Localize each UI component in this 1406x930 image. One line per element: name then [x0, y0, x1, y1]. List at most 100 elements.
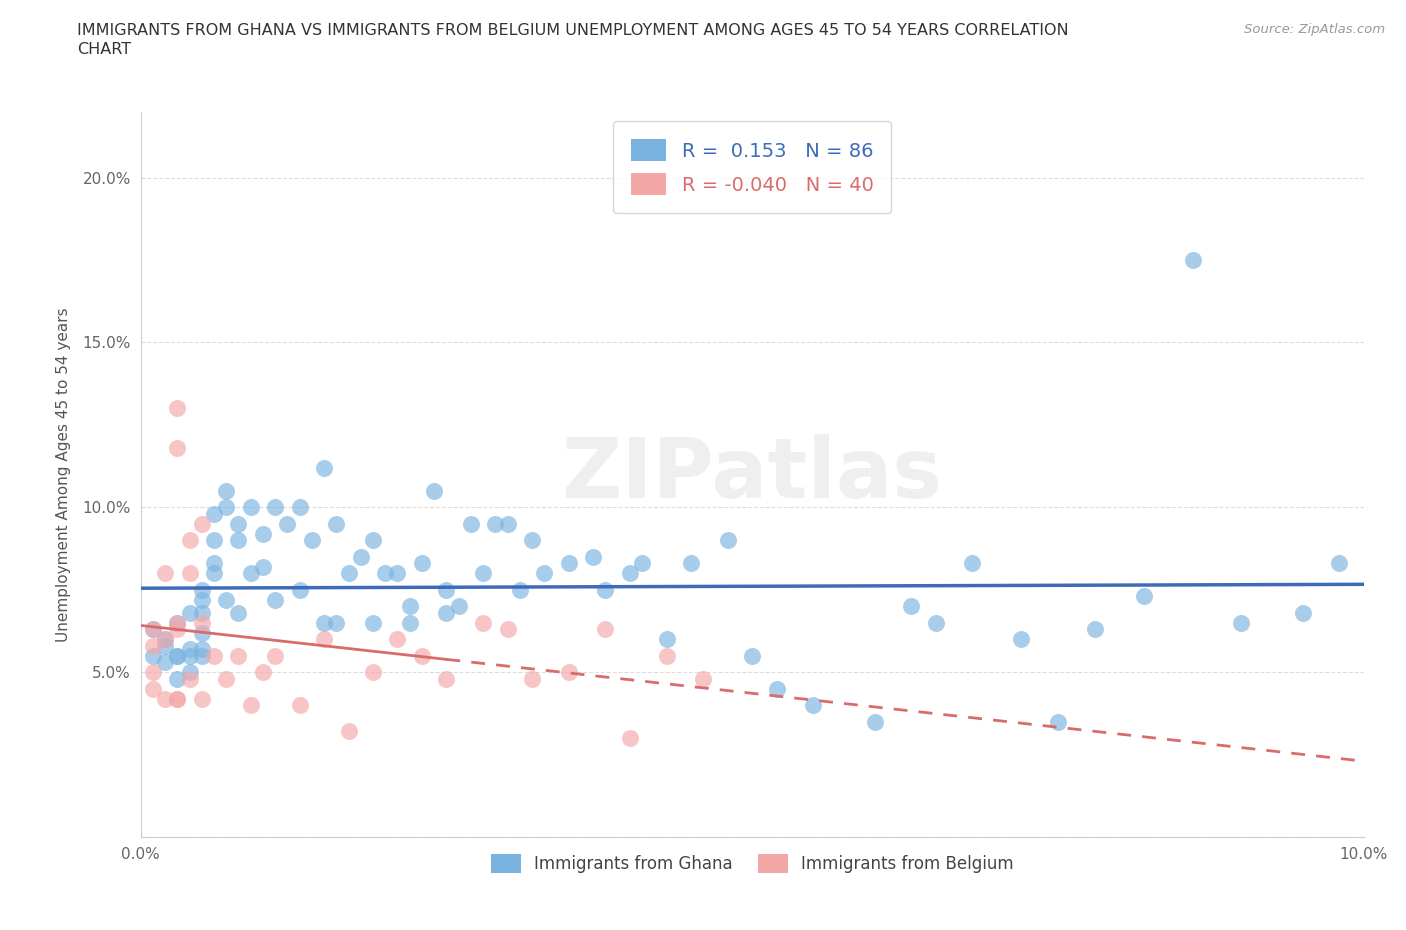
- Text: Source: ZipAtlas.com: Source: ZipAtlas.com: [1244, 23, 1385, 36]
- Point: [166, 691, 188, 706]
- Point: [1291, 605, 1313, 620]
- Point: [191, 625, 214, 640]
- Point: [179, 605, 201, 620]
- Point: [863, 714, 886, 729]
- Point: [215, 671, 238, 686]
- Point: [520, 671, 543, 686]
- Point: [350, 550, 373, 565]
- Point: [472, 616, 495, 631]
- Point: [436, 605, 458, 620]
- Point: [153, 691, 176, 706]
- Point: [398, 616, 420, 631]
- Point: [619, 731, 641, 746]
- Point: [142, 648, 165, 663]
- Point: [361, 533, 384, 548]
- Point: [252, 526, 274, 541]
- Point: [692, 671, 714, 686]
- Text: ZIPatlas: ZIPatlas: [562, 433, 942, 515]
- Point: [166, 616, 188, 631]
- Point: [619, 565, 641, 580]
- Point: [361, 665, 384, 680]
- Point: [411, 556, 433, 571]
- Point: [582, 550, 605, 565]
- Point: [558, 665, 581, 680]
- Point: [337, 565, 360, 580]
- Point: [179, 642, 201, 657]
- Point: [179, 565, 201, 580]
- Point: [264, 592, 287, 607]
- Point: [301, 533, 323, 548]
- Point: [228, 516, 250, 531]
- Point: [239, 565, 262, 580]
- Y-axis label: Unemployment Among Ages 45 to 54 years: Unemployment Among Ages 45 to 54 years: [56, 307, 72, 642]
- Point: [142, 665, 165, 680]
- Point: [228, 533, 250, 548]
- Point: [179, 671, 201, 686]
- Point: [191, 648, 214, 663]
- Point: [264, 499, 287, 514]
- Point: [215, 592, 238, 607]
- Point: [460, 516, 482, 531]
- Legend: Immigrants from Ghana, Immigrants from Belgium: Immigrants from Ghana, Immigrants from B…: [484, 847, 1021, 880]
- Point: [803, 698, 825, 712]
- Point: [228, 605, 250, 620]
- Point: [252, 665, 274, 680]
- Point: [1132, 589, 1154, 604]
- Point: [374, 565, 396, 580]
- Text: CHART: CHART: [77, 42, 131, 57]
- Point: [166, 671, 188, 686]
- Point: [925, 616, 948, 631]
- Point: [520, 533, 543, 548]
- Point: [166, 401, 188, 416]
- Point: [215, 484, 238, 498]
- Point: [484, 516, 506, 531]
- Point: [166, 622, 188, 637]
- Point: [288, 499, 311, 514]
- Point: [191, 516, 214, 531]
- Point: [179, 648, 201, 663]
- Point: [337, 724, 360, 739]
- Point: [142, 622, 165, 637]
- Point: [276, 516, 298, 531]
- Point: [398, 599, 420, 614]
- Point: [900, 599, 922, 614]
- Point: [1230, 616, 1253, 631]
- Point: [166, 691, 188, 706]
- Point: [436, 582, 458, 597]
- Point: [509, 582, 531, 597]
- Point: [436, 671, 458, 686]
- Point: [387, 565, 409, 580]
- Point: [1046, 714, 1070, 729]
- Point: [239, 698, 262, 712]
- Point: [191, 582, 214, 597]
- Point: [202, 648, 225, 663]
- Point: [361, 616, 384, 631]
- Point: [153, 631, 176, 646]
- Point: [166, 616, 188, 631]
- Point: [166, 648, 188, 663]
- Point: [423, 484, 446, 498]
- Point: [681, 556, 703, 571]
- Point: [191, 616, 214, 631]
- Point: [228, 648, 250, 663]
- Point: [533, 565, 555, 580]
- Point: [153, 655, 176, 670]
- Point: [496, 516, 519, 531]
- Point: [191, 642, 214, 657]
- Point: [312, 631, 335, 646]
- Point: [153, 638, 176, 653]
- Point: [288, 698, 311, 712]
- Point: [191, 691, 214, 706]
- Point: [142, 638, 165, 653]
- Point: [1181, 253, 1204, 268]
- Point: [765, 681, 787, 696]
- Point: [1084, 622, 1107, 637]
- Point: [252, 559, 274, 574]
- Point: [717, 533, 740, 548]
- Point: [202, 556, 225, 571]
- Point: [325, 516, 347, 531]
- Point: [472, 565, 495, 580]
- Point: [631, 556, 654, 571]
- Point: [142, 681, 165, 696]
- Point: [558, 556, 581, 571]
